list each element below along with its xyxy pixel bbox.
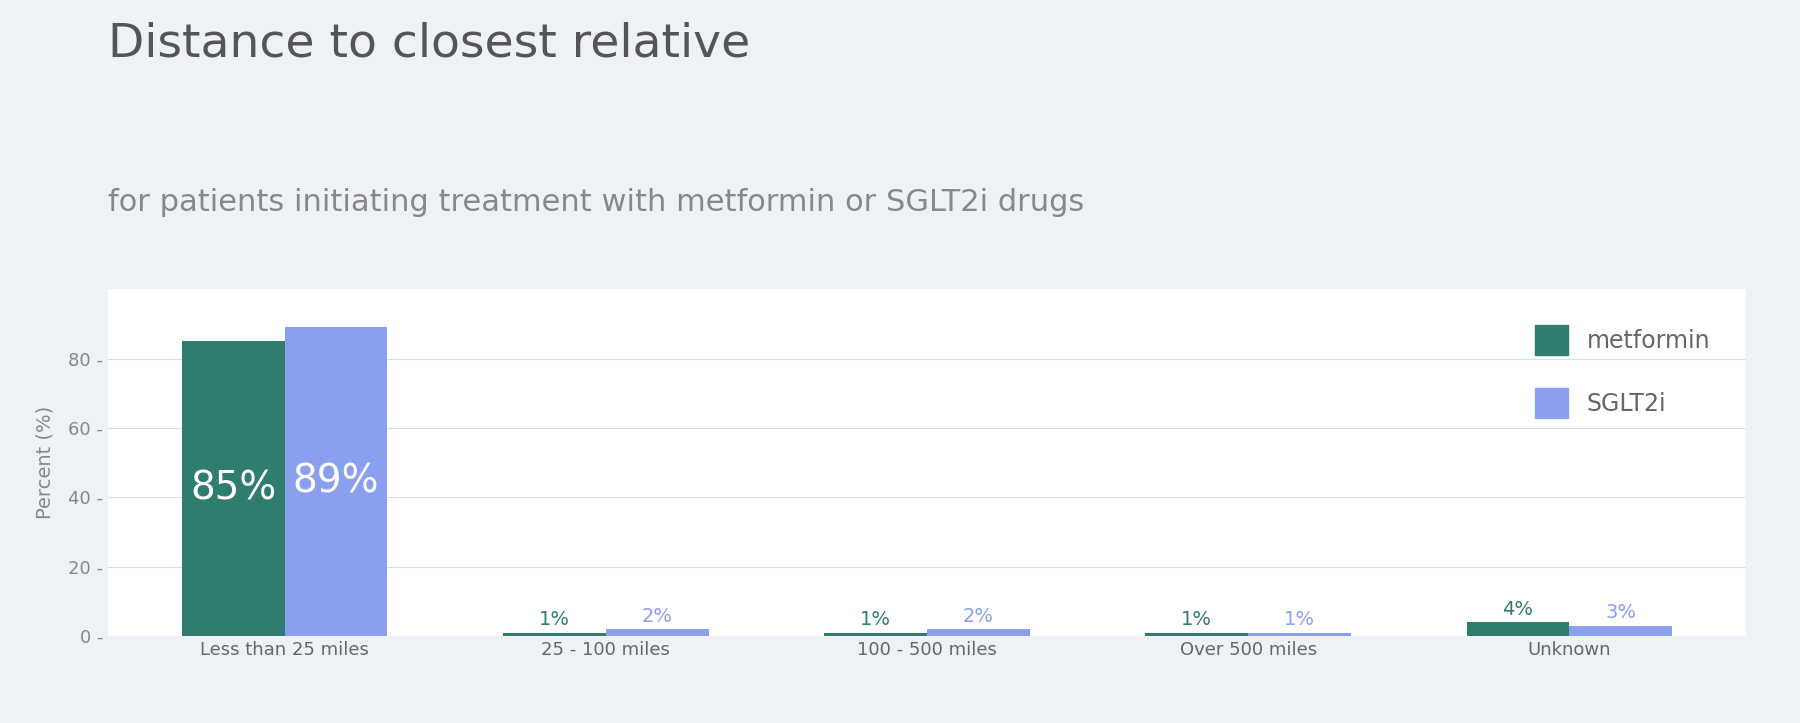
- Text: 4%: 4%: [1503, 600, 1534, 619]
- Legend: metformin, SGLT2i: metformin, SGLT2i: [1512, 301, 1733, 442]
- Text: 3%: 3%: [1606, 604, 1636, 623]
- Bar: [927, 629, 1030, 636]
- Bar: [607, 629, 709, 636]
- Text: 1%: 1%: [860, 610, 891, 629]
- Bar: [284, 328, 387, 636]
- Text: 1%: 1%: [1283, 610, 1316, 629]
- Text: 85%: 85%: [191, 470, 277, 508]
- Bar: [502, 633, 607, 636]
- Text: 1%: 1%: [1181, 610, 1211, 629]
- Bar: [1247, 633, 1352, 636]
- Text: 89%: 89%: [293, 463, 380, 501]
- Bar: [1467, 623, 1570, 636]
- Bar: [182, 341, 284, 636]
- Text: 1%: 1%: [538, 610, 571, 629]
- Text: for patients initiating treatment with metformin or SGLT2i drugs: for patients initiating treatment with m…: [108, 188, 1084, 217]
- Bar: [824, 633, 927, 636]
- Text: 2%: 2%: [643, 607, 673, 626]
- Text: 2%: 2%: [963, 607, 994, 626]
- Bar: [1145, 633, 1247, 636]
- Bar: [1570, 626, 1672, 636]
- Y-axis label: Percent (%): Percent (%): [36, 406, 54, 519]
- Text: Distance to closest relative: Distance to closest relative: [108, 22, 751, 67]
